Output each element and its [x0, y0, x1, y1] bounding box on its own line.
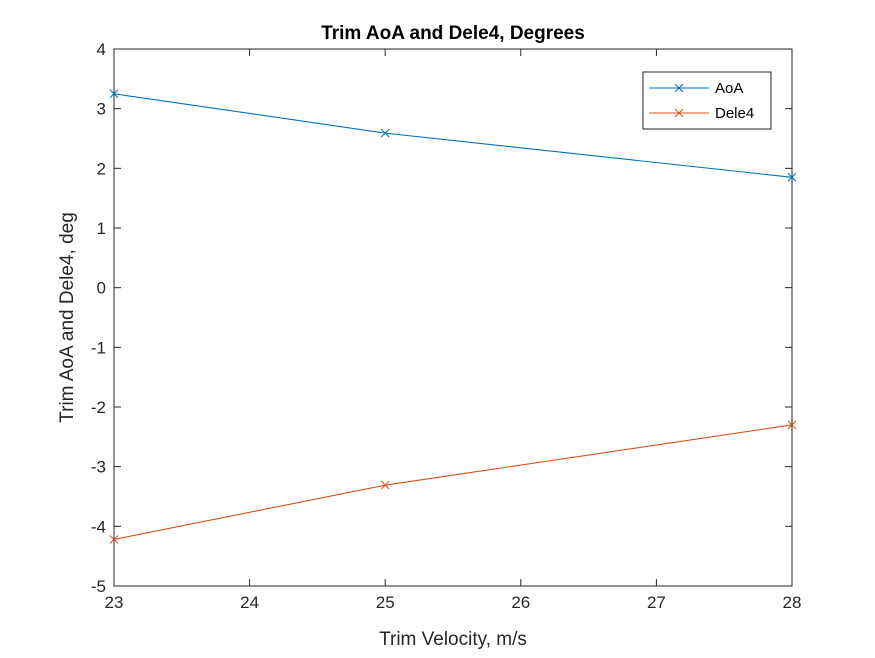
x-tick-label: 24: [240, 593, 259, 612]
series-dele4: [109, 420, 797, 544]
data-point-aoa: [109, 89, 119, 99]
y-tick-label: 3: [97, 100, 106, 119]
data-point-dele4: [380, 480, 390, 490]
data-point-dele4: [109, 535, 119, 544]
data-point-aoa: [787, 172, 797, 182]
y-tick-label: -3: [91, 458, 106, 477]
legend-label: Dele4: [715, 105, 754, 122]
series-aoa: [109, 89, 797, 182]
x-tick-label: 25: [376, 593, 395, 612]
y-tick-label: -2: [91, 398, 106, 417]
x-tick-label: 26: [511, 593, 530, 612]
plot-area: [113, 48, 793, 587]
y-tick-label: -5: [91, 577, 106, 596]
legend-box: [642, 71, 772, 130]
y-tick-label: 1: [97, 219, 106, 238]
y-tick-label: 2: [97, 159, 106, 178]
y-tick-label: 0: [97, 279, 106, 298]
y-tick-label: -1: [91, 338, 106, 357]
x-tick-label: 23: [105, 593, 124, 612]
y-axis-ticks: 4 3 2 1 0 -1 -2 -3 -4 -5: [91, 40, 792, 596]
data-point-aoa: [380, 128, 390, 138]
x-axis-label: Trim Velocity, m/s: [379, 629, 527, 650]
y-axis-label: Trim AoA and Dele4, deg: [57, 212, 78, 423]
legend-entries: AoA Dele4: [649, 80, 754, 122]
legend-item-aoa[interactable]: AoA: [649, 80, 743, 97]
y-tick-label: 4: [97, 40, 106, 59]
legend-label: AoA: [715, 80, 743, 97]
x-axis-ticks: 23 24 25 26 27 28: [105, 49, 802, 612]
y-tick-label: -4: [91, 517, 106, 536]
legend-marker: [674, 108, 684, 118]
data-point-dele4: [787, 420, 797, 430]
chart-title: Trim AoA and Dele4, Degrees: [321, 23, 585, 44]
x-tick-label: 27: [647, 593, 666, 612]
series-layer: [109, 89, 797, 544]
legend-item-dele4[interactable]: Dele4: [649, 105, 754, 122]
x-tick-label: 28: [783, 593, 802, 612]
legend[interactable]: AoA Dele4: [642, 71, 772, 130]
legend-marker: [674, 83, 684, 93]
